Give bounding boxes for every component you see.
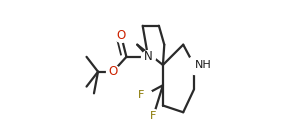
Text: F: F — [138, 90, 145, 100]
Text: F: F — [150, 111, 157, 121]
Text: O: O — [116, 29, 126, 42]
Text: N: N — [144, 50, 152, 63]
Text: O: O — [108, 65, 118, 78]
Text: NH: NH — [195, 60, 212, 70]
